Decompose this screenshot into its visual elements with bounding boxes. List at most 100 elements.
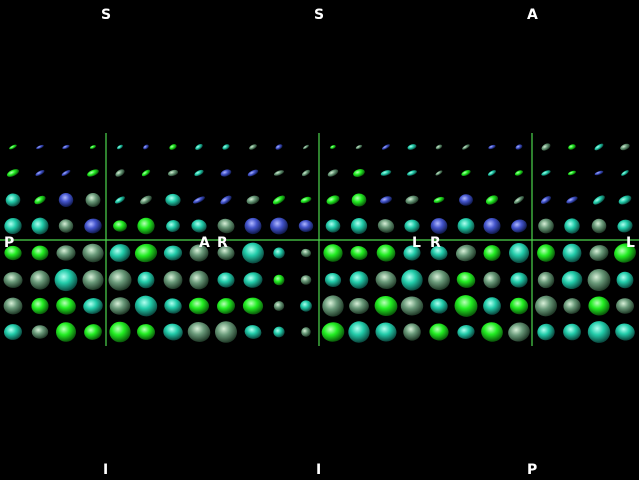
ellipsoid-icon	[455, 244, 477, 262]
ellipsoid-icon	[61, 170, 71, 176]
ellipsoid-icon	[141, 169, 151, 177]
ellipsoid-icon	[349, 297, 369, 315]
ellipsoid-icon	[350, 217, 368, 235]
ellipsoid-icon	[82, 269, 104, 291]
ellipsoid-icon	[84, 218, 102, 234]
ellipsoid-icon	[462, 144, 470, 150]
ellipsoid-icon	[89, 145, 97, 149]
ellipsoid-icon	[247, 169, 259, 177]
ellipsoid-icon	[326, 195, 340, 205]
ellipsoid-icon	[594, 170, 604, 176]
ellipsoid-icon	[189, 244, 209, 262]
ellipsoid-icon	[9, 144, 17, 150]
ellipsoid-icon	[435, 144, 443, 150]
ellipsoid-icon	[191, 219, 207, 233]
ellipsoid-icon	[483, 297, 501, 315]
ellipsoid-icon	[300, 275, 312, 285]
ellipsoid-icon	[84, 324, 102, 340]
ellipsoid-icon	[169, 144, 177, 150]
ellipsoid-icon	[300, 196, 312, 204]
ellipsoid-icon	[56, 322, 76, 342]
ellipsoid-icon	[564, 218, 580, 234]
ellipsoid-icon	[541, 143, 551, 151]
ellipsoid-icon	[403, 323, 421, 341]
axial-view-panel[interactable]: A P R L	[426, 0, 639, 480]
ellipsoid-icon	[380, 170, 392, 176]
coronal-view-panel[interactable]: S I R L	[213, 0, 426, 480]
ellipsoid-icon	[273, 170, 285, 176]
ellipsoid-icon	[430, 298, 448, 314]
ellipsoid-icon	[115, 169, 125, 177]
ellipsoid-icon	[189, 270, 209, 290]
ellipsoid-icon	[164, 298, 182, 314]
sagittal-glyph-canvas[interactable]	[0, 0, 213, 480]
ellipsoid-icon	[348, 321, 370, 343]
ellipsoid-icon	[620, 143, 630, 151]
ellipsoid-icon	[222, 144, 230, 150]
ellipsoid-icon	[587, 321, 611, 343]
ellipsoid-icon	[215, 321, 237, 343]
ellipsoid-icon	[143, 144, 149, 150]
ellipsoid-icon	[300, 300, 312, 312]
ellipsoid-icon	[31, 217, 49, 235]
sagittal-view-panel[interactable]: S I P A	[0, 0, 213, 480]
ellipsoid-icon	[537, 323, 555, 341]
ellipsoid-icon	[36, 144, 44, 150]
ellipsoid-icon	[509, 297, 529, 315]
ellipsoid-icon	[510, 272, 528, 288]
ellipsoid-icon	[301, 248, 311, 258]
ellipsoid-icon	[563, 323, 581, 341]
ellipsoid-icon	[515, 144, 523, 150]
ellipsoid-icon	[244, 217, 262, 235]
ellipsoid-icon	[303, 144, 309, 150]
ellipsoid-icon	[4, 324, 22, 340]
ellipsoid-icon	[31, 297, 49, 315]
ellipsoid-icon	[4, 245, 22, 261]
ellipsoid-icon	[485, 195, 499, 205]
ellipsoid-icon	[400, 296, 424, 316]
ellipsoid-icon	[353, 169, 365, 177]
ellipsoid-icon	[483, 217, 501, 235]
ellipsoid-icon	[87, 169, 99, 177]
ellipsoid-icon	[587, 268, 611, 292]
ellipsoid-icon	[350, 246, 368, 260]
ellipsoid-icon	[593, 195, 605, 205]
ellipsoid-icon	[246, 195, 260, 205]
ellipsoid-icon	[429, 323, 449, 341]
ellipsoid-icon	[428, 269, 450, 291]
orientation-label-right: L	[626, 235, 635, 251]
ellipsoid-icon	[273, 301, 285, 311]
ellipsoid-icon	[56, 245, 76, 261]
ellipsoid-icon	[56, 297, 76, 315]
ellipsoid-icon	[401, 269, 423, 291]
ellipsoid-icon	[562, 243, 582, 263]
ellipsoid-icon	[167, 169, 179, 177]
ellipsoid-icon	[62, 144, 70, 150]
ellipsoid-icon	[487, 170, 497, 176]
ellipsoid-icon	[3, 272, 23, 288]
ellipsoid-icon	[220, 195, 232, 205]
ellipsoid-icon	[351, 193, 367, 207]
ellipsoid-icon	[321, 322, 345, 342]
ellipsoid-icon	[58, 219, 74, 233]
axial-glyph-canvas[interactable]	[426, 0, 639, 480]
ellipsoid-icon	[4, 217, 22, 235]
ellipsoid-icon	[457, 325, 475, 339]
ellipsoid-icon	[514, 170, 524, 176]
coronal-glyph-canvas[interactable]	[213, 0, 426, 480]
ellipsoid-icon	[134, 295, 158, 317]
ellipsoid-icon	[273, 274, 285, 286]
orientation-label-left: R	[217, 235, 228, 251]
ellipsoid-icon	[461, 169, 471, 177]
ellipsoid-icon	[430, 245, 448, 261]
ellipsoid-icon	[134, 243, 158, 263]
ellipsoid-icon	[380, 196, 392, 204]
orientation-label-top: S	[101, 7, 112, 23]
ellipsoid-icon	[407, 144, 417, 150]
ellipsoid-icon	[163, 245, 183, 261]
ellipsoid-icon	[166, 220, 180, 232]
ellipsoid-icon	[567, 170, 577, 176]
ellipsoid-icon	[322, 295, 344, 317]
ellipsoid-icon	[621, 170, 629, 176]
